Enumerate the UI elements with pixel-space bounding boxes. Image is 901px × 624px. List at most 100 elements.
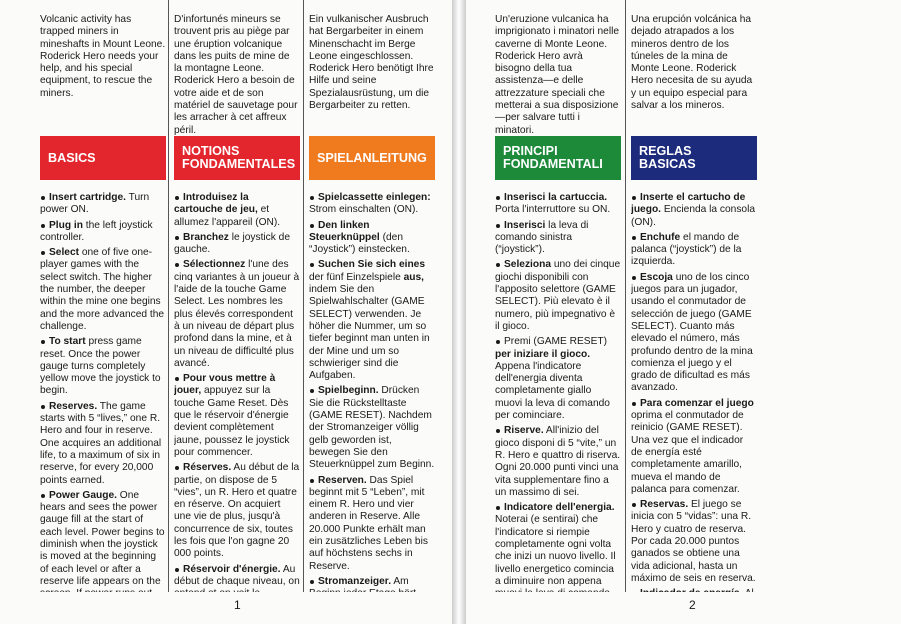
bullet (41, 340, 45, 345)
intro-text: Una erupción volcánica ha dejado atrapad… (631, 14, 753, 112)
bullet (310, 478, 314, 483)
bullet-item: Para comenzar el juego oprima el conmuta… (631, 398, 757, 496)
bold-text: Insert cartridge. (49, 192, 126, 203)
body-text: Noterai (e sentirai) che l'indicatore si… (495, 514, 616, 592)
bullet (41, 251, 45, 256)
bullet (175, 377, 179, 382)
bullet (175, 466, 179, 471)
bullet (175, 567, 179, 572)
bold-text: Para comenzar el juego (640, 397, 754, 409)
bullet-item: Sélectionnez l'une des cinq variantes à … (174, 259, 300, 370)
bullet-item: Inserisci la leva di comando sinistra (“… (495, 220, 621, 257)
body-text: oprima el conmutador de reinicio (GAME R… (631, 410, 744, 495)
bold-text: Inserte el cartucho de juego. (631, 192, 746, 216)
bullet-item: Spielbeginn. Drücken Sie die Rückstellta… (309, 385, 435, 471)
bullet (632, 503, 636, 508)
bullet (496, 429, 500, 434)
bold-text: Indicatore dell'energia. (504, 502, 615, 514)
body-text: Am Beginn jeder Etage hört (und sieht) m… (309, 575, 416, 592)
intro-text: Un'eruzione vulcanica ha imprigionato i … (495, 14, 620, 136)
bold-text: Reserves. (49, 400, 98, 412)
bullet-item: Premi (GAME RESET) per iniziare il gioco… (495, 336, 621, 422)
body-text: Porta l'interruttore su ON. (495, 204, 611, 216)
bullet (310, 263, 314, 268)
bold-text: Den linken Steuerknüppel (309, 219, 380, 243)
body-text: appuyez sur la touche Game Reset. Dès qu… (174, 385, 290, 458)
column-rule (168, 0, 169, 592)
bullet (496, 223, 500, 228)
bold-text: Plug in (49, 219, 83, 231)
intro-text: Ein vulkanischer Ausbruch hat Bergarbeit… (309, 14, 434, 112)
bullet (310, 389, 314, 394)
bullet-item: Réserves. Au début de la partie, on disp… (174, 462, 300, 560)
bold-text: Spielcassette einlegen: (318, 192, 431, 203)
bullet-item: Den linken Steuerknüppel (den “Joystick”… (309, 220, 435, 257)
bold-text: Pour vous mettre à jouer, (174, 373, 276, 397)
bold-text: To start (49, 336, 86, 348)
bold-text: Select (49, 247, 80, 259)
body-text: Appena l'indicatore dell'energia diventa… (495, 360, 610, 422)
item-list: Insert cartridge. Turn power ON. Plug in … (40, 192, 166, 592)
body-text: One hears and sees the power gauge fill … (40, 489, 165, 592)
bullet (632, 275, 636, 280)
bullet-item: Seleziona uno dei cinque giochi disponib… (495, 259, 621, 333)
column-rule (303, 0, 304, 592)
bullet (496, 340, 500, 345)
bold-text: Inserisci la cartuccia. (504, 192, 608, 203)
column: Volcanic activity has trapped miners in … (40, 14, 166, 592)
bullet-item: Pour vous mettre à jouer, appuyez sur la… (174, 373, 300, 459)
bullet-item: Indicatore dell'energia. Noterai (e sent… (495, 502, 621, 592)
bold-text: Reserven. (318, 474, 367, 486)
bullet (496, 196, 500, 200)
bullet (496, 263, 500, 268)
body-text: le joystick de gauche. (174, 231, 291, 256)
column: Ein vulkanischer Ausbruch hat Bergarbeit… (309, 14, 435, 592)
body-text: indem Sie den Spielwahlschalter (GAME SE… (309, 284, 430, 382)
body-text: Drücken Sie die Rückstelltaste (GAME RES… (309, 385, 435, 471)
body-text: El juego se inicia con 5 “vidas”: una R.… (631, 499, 756, 584)
bullet (41, 223, 45, 228)
item-list: Spielcassette einlegen: Strom einschalte… (309, 192, 435, 592)
column: Un'eruzione vulcanica ha imprigionato i … (495, 14, 621, 592)
column: Una erupción volcánica ha dejado atrapad… (631, 14, 757, 592)
bullet-item: Escoja uno de los cinco juegos para un j… (631, 272, 757, 395)
body-text: uno de los cinco juegos para un jugador,… (631, 271, 753, 394)
body-text: Encienda la consola (ON). (631, 204, 756, 228)
bullet-item: Riserve. All'inizio del gioco disponi di… (495, 425, 621, 499)
bullet (310, 223, 314, 228)
item-list: Inserte el cartucho de juego. Encienda l… (631, 192, 757, 592)
bullet-item: Spielcassette einlegen: Strom einschalte… (309, 192, 435, 217)
bullet (310, 579, 314, 584)
section-heading: BASICS (40, 136, 166, 180)
body-text: Au début de la partie, on dispose de 5 “… (174, 462, 300, 560)
body-text: Das Spiel beginnt mit 5 “Leben”, mit ein… (309, 474, 428, 572)
bullet (496, 506, 500, 511)
bullet-item: Branchez le joystick de gauche. (174, 232, 300, 257)
intro-text: D'infortunés mineurs se trouvent pris au… (174, 14, 298, 136)
bold-text: Sélectionnez (183, 259, 246, 271)
bullet-item: Power Gauge. One hears and sees the powe… (40, 490, 166, 592)
bold-text: Inserisci (504, 219, 546, 231)
bullet-item: Stromanzeiger. Am Beginn jeder Etage hör… (309, 576, 435, 592)
bullet-item: To start press game reset. Once the powe… (40, 336, 166, 397)
bullet-item: Reservas. El juego se inicia con 5 “vida… (631, 499, 757, 585)
body-text: Premi (GAME RESET) (504, 336, 608, 348)
bullet (175, 235, 179, 240)
item-list: Introduisez la cartouche de jeu, et allu… (174, 192, 300, 592)
bullet-item: Indicador de energía. Al comienzo de cad… (631, 588, 757, 592)
body-text: The game starts with 5 “lives,” one R. H… (40, 400, 162, 486)
left-page (0, 0, 452, 624)
bold-text: Réservoir d'énergie. (183, 563, 281, 575)
bold-text: Suchen Sie sich eines (318, 259, 426, 271)
bullet-item: Enchufe el mando de palanca (“joystick”)… (631, 232, 757, 269)
bullet (41, 493, 45, 498)
section-heading: NOTIONS FONDAMENTALES (174, 136, 300, 180)
page-number: 2 (689, 598, 696, 612)
bold-text: aus, (403, 271, 424, 283)
right-page (466, 0, 901, 624)
section-heading: SPIELANLEITUNG (309, 136, 435, 180)
bold-text: Branchez (183, 231, 229, 243)
body-text: Au début de chaque niveau, on entend et … (174, 563, 300, 592)
bullet (41, 404, 45, 409)
